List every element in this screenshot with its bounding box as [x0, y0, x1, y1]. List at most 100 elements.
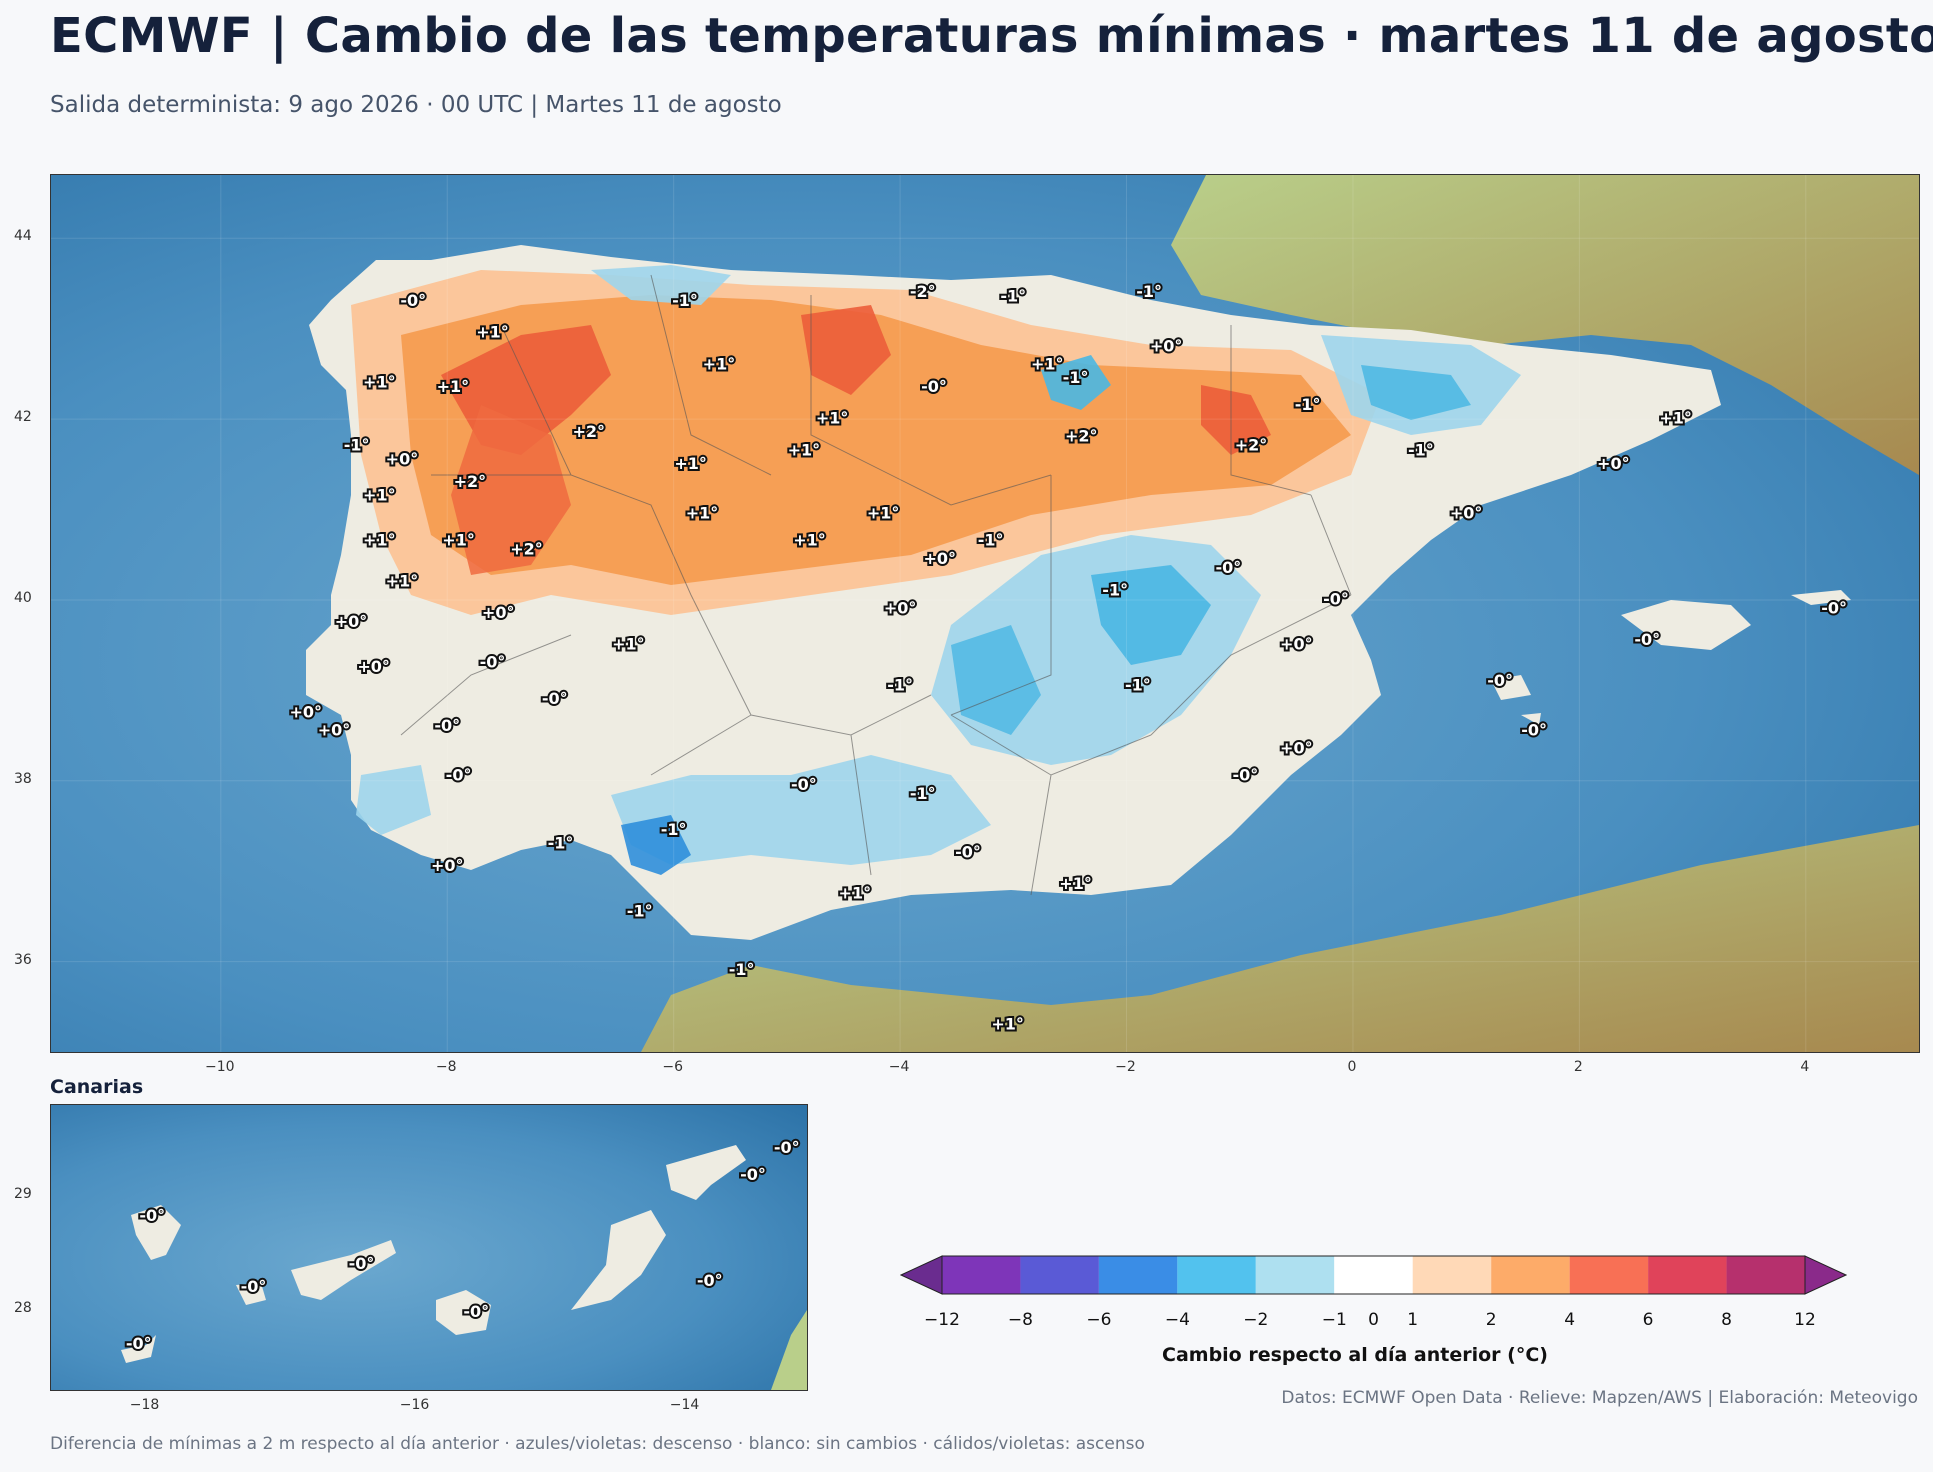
- anomaly-label: -1°: [978, 531, 1004, 550]
- colorbar-tick-label: −6: [1086, 1310, 1112, 1330]
- colorbar-segment: [1020, 1256, 1099, 1294]
- lon-tick-label: −4: [888, 1059, 910, 1075]
- inset-anomaly-label: -0°: [697, 1271, 723, 1290]
- anomaly-label: +2°: [572, 422, 605, 441]
- anomaly-label: +1°: [793, 531, 826, 550]
- anomaly-label: +0°: [482, 603, 515, 622]
- la-palma-island: [131, 1205, 181, 1260]
- fuerteventura-island: [571, 1210, 666, 1310]
- anomaly-cool-4: [621, 815, 691, 875]
- africa-land: [641, 825, 1919, 1052]
- anomaly-label: +0°: [1597, 454, 1630, 473]
- page-title: ECMWF | Cambio de las temperaturas mínim…: [50, 8, 1933, 64]
- colorbar-segment: [1491, 1256, 1570, 1294]
- inset-anomaly-label: -0°: [139, 1206, 165, 1225]
- anomaly-label: +0°: [431, 856, 464, 875]
- anomaly-cool-10: [951, 625, 1041, 735]
- la-gomera-island: [236, 1283, 266, 1305]
- anomaly-label: +1°: [363, 485, 396, 504]
- anomaly-label: -0°: [480, 653, 506, 672]
- anomaly-label: +2°: [1065, 427, 1098, 446]
- anomaly-label: -0°: [1232, 766, 1258, 785]
- anomaly-warm-mid: [401, 295, 1351, 585]
- inset-anomaly-label: -0°: [463, 1302, 489, 1321]
- anomaly-label: +0°: [1280, 635, 1313, 654]
- anomaly-label: -1°: [1102, 580, 1128, 599]
- inset-sea: [51, 1105, 807, 1390]
- lon-tick-label: 0: [1347, 1059, 1357, 1075]
- inset-anomaly-label: -0°: [126, 1334, 152, 1353]
- anomaly-label: +2°: [454, 472, 487, 491]
- inset-lon-tick-label: −14: [669, 1397, 700, 1413]
- inset-title: Canarias: [50, 1076, 144, 1098]
- anomaly-label: +1°: [839, 883, 872, 902]
- anomaly-label: +1°: [363, 372, 396, 391]
- colorbar-tick-label: 12: [1794, 1310, 1816, 1330]
- anomaly-label: +0°: [335, 612, 368, 631]
- anomaly-label: +0°: [1150, 336, 1183, 355]
- anomaly-label: -1°: [729, 960, 755, 979]
- ibiza-land: [1491, 675, 1531, 700]
- inset-lat-tick-label: 28: [14, 1300, 32, 1317]
- anomaly-label: +0°: [1450, 504, 1483, 523]
- anomaly-warm-hot-2: [801, 305, 891, 395]
- colorbar-tick-label: −4: [1164, 1310, 1190, 1330]
- anomaly-cool-9: [356, 765, 431, 835]
- anomaly-label: +1°: [1659, 409, 1692, 428]
- anomaly-label: -0°: [1634, 630, 1660, 649]
- admin-boundaries: [400, 274, 1352, 896]
- anomaly-label: -0°: [1487, 671, 1513, 690]
- anomaly-label: -0°: [434, 716, 460, 735]
- lon-tick-label: 4: [1800, 1059, 1810, 1075]
- anomaly-label: +2°: [1235, 436, 1268, 455]
- data-credits: Datos: ECMWF Open Data · Relieve: Mapzen…: [1281, 1388, 1918, 1408]
- gran-canaria-island: [436, 1290, 491, 1335]
- anomaly-label: -1°: [661, 820, 687, 839]
- france-land: [1171, 175, 1919, 475]
- lat-tick-label: 36: [14, 951, 32, 968]
- colorbar-tick-label: 4: [1564, 1310, 1576, 1330]
- anomaly-label: -1°: [1125, 675, 1151, 694]
- anomaly-label: +0°: [289, 702, 322, 721]
- tenerife-island: [291, 1240, 396, 1300]
- anomaly-label: +1°: [991, 1014, 1024, 1033]
- anomaly-label: +1°: [816, 409, 849, 428]
- anomaly-label: +0°: [1280, 739, 1313, 758]
- lat-tick-label: 44: [14, 228, 32, 245]
- anomaly-label: +0°: [884, 598, 917, 617]
- anomaly-label: -2°: [910, 282, 936, 301]
- anomaly-label: -0°: [400, 291, 426, 310]
- anomaly-label: -1°: [548, 834, 574, 853]
- anomaly-label: +2°: [510, 540, 543, 559]
- colorbar-segment: [1334, 1256, 1413, 1294]
- anomaly-label: -0°: [921, 377, 947, 396]
- anomaly-label: +1°: [1059, 874, 1092, 893]
- lon-tick-label: −8: [435, 1059, 457, 1075]
- anomaly-label: +1°: [442, 531, 475, 550]
- anomaly-warm-hot-4: [451, 405, 571, 575]
- inset-anomaly-label: -0°: [349, 1254, 375, 1273]
- colorbar-title: Cambio respecto al día anterior (°C): [1162, 1344, 1548, 1366]
- colorbar-segment: [1569, 1256, 1649, 1294]
- colorbar-tick-label: −1: [1321, 1310, 1347, 1330]
- anomaly-labels: -0° -1° -2° -1° -1° +1° +1° +1° -1° +0° +1° +1° -0° +…: [287, 280, 1849, 1035]
- colorbar-tick-label: 1: [1407, 1310, 1419, 1330]
- anomaly-label: +1°: [867, 504, 900, 523]
- inset-anomaly-label: -0°: [241, 1277, 267, 1296]
- anomaly-label: -1°: [910, 784, 936, 803]
- canarias-inset-map: -0° -0° -0° -0° -0° -0° -0° -0°: [50, 1104, 808, 1391]
- anomaly-label: -0°: [446, 766, 472, 785]
- anomaly-label: -1°: [627, 901, 653, 920]
- anomaly-label: -0°: [1216, 558, 1242, 577]
- colorbar-tick-label: 2: [1485, 1310, 1497, 1330]
- inset-lon-tick-label: −18: [129, 1397, 160, 1413]
- lanzarote-island: [666, 1145, 746, 1200]
- anomaly-label: -0°: [955, 843, 981, 862]
- anomaly-label: -1°: [1408, 440, 1434, 459]
- colorbar-tick-label: −8: [1007, 1310, 1033, 1330]
- colorbar-segment: [1726, 1256, 1805, 1294]
- anomaly-label: +0°: [386, 449, 419, 468]
- colorbar-tick-label: −12: [924, 1310, 960, 1330]
- anomaly-label: -1°: [887, 675, 913, 694]
- anomaly-label: +0°: [318, 721, 351, 740]
